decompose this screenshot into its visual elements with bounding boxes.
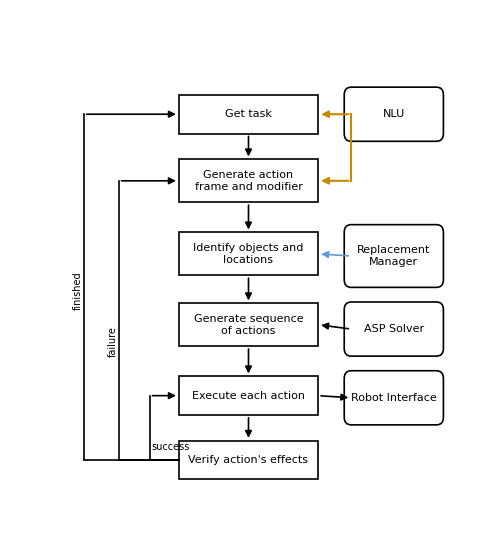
Text: Execute each action: Execute each action xyxy=(192,391,305,401)
FancyBboxPatch shape xyxy=(344,225,444,287)
FancyBboxPatch shape xyxy=(344,87,444,141)
Text: Verify action's effects: Verify action's effects xyxy=(188,455,308,465)
Text: Generate action
frame and modifier: Generate action frame and modifier xyxy=(194,170,302,191)
Bar xyxy=(179,95,318,133)
Bar xyxy=(179,232,318,275)
Text: ASP Solver: ASP Solver xyxy=(364,324,424,334)
Bar xyxy=(179,441,318,479)
Bar xyxy=(179,160,318,203)
Text: Identify objects and
locations: Identify objects and locations xyxy=(194,243,304,264)
FancyBboxPatch shape xyxy=(344,371,444,425)
Bar xyxy=(179,304,318,346)
Text: NLU: NLU xyxy=(382,109,405,119)
Text: Replacement
Manager: Replacement Manager xyxy=(357,245,430,267)
Text: Get task: Get task xyxy=(225,109,272,119)
Text: Robot Interface: Robot Interface xyxy=(351,393,436,403)
Text: finished: finished xyxy=(73,271,83,310)
Text: Generate sequence
of actions: Generate sequence of actions xyxy=(194,314,304,335)
Bar xyxy=(179,376,318,415)
FancyBboxPatch shape xyxy=(344,302,444,356)
Text: success: success xyxy=(152,442,190,452)
Text: failure: failure xyxy=(108,326,118,357)
